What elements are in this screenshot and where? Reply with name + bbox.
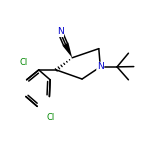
Text: Cl: Cl	[19, 58, 28, 67]
Text: N: N	[97, 62, 104, 71]
Polygon shape	[62, 43, 72, 58]
Text: Cl: Cl	[46, 112, 54, 122]
Text: N: N	[57, 27, 63, 36]
